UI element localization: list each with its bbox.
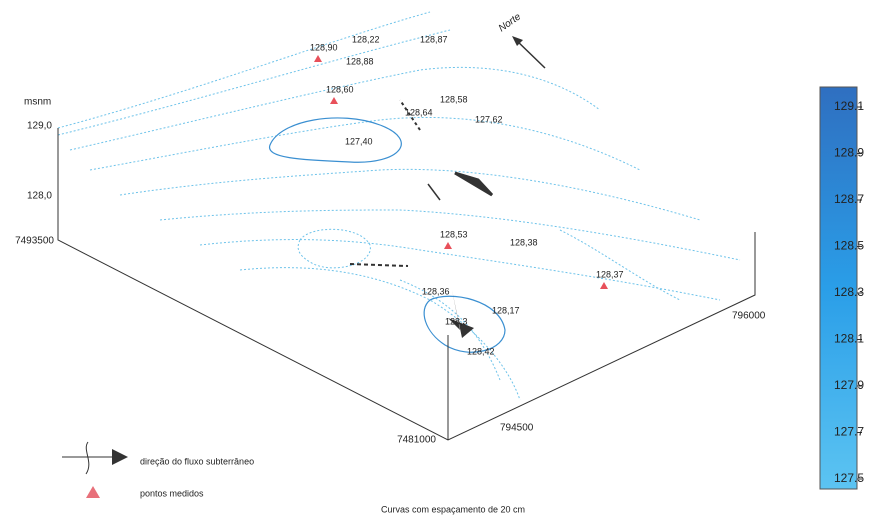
colorbar-tick-label: 128.3 — [834, 285, 864, 299]
z-unit: msnm — [24, 97, 51, 108]
x-tick-label: 796000 — [732, 311, 766, 322]
colorbar-tick-label: 128.5 — [834, 239, 864, 253]
colorbar-tick-label: 127.7 — [834, 425, 864, 439]
point-marker — [444, 242, 452, 249]
point-label: 128,64 — [405, 107, 433, 117]
point-marker — [330, 97, 338, 104]
figure: 128,90 128,22 128,87 128,88 128,60 128,58 128,… — [0, 0, 876, 518]
y-tick-label: 7493500 — [15, 236, 54, 247]
point-label: 128,88 — [346, 56, 374, 66]
colorbar-ticks: 129.1 128.9 128.7 128.5 128.3 128.1 127.9 127.7… — [834, 99, 864, 485]
x-tick-label: 794500 — [500, 423, 534, 434]
colorbar-tick-label: 128.1 — [834, 332, 864, 346]
y-tick-label: 7481000 — [397, 435, 436, 446]
points: 128,90 128,22 128,87 128,88 128,60 128,58 128,… — [310, 34, 624, 356]
point-label: 127,62 — [475, 114, 503, 124]
surface — [58, 12, 740, 400]
point-label: 128,36 — [422, 286, 450, 296]
point-label: 128,53 — [440, 229, 468, 239]
point-label: 128,37 — [596, 269, 624, 279]
caption: Curvas com espaçamento de 20 cm — [381, 504, 525, 514]
point-label: 128,38 — [510, 237, 538, 247]
colorbar-tick-label: 127.9 — [834, 378, 864, 392]
z-tick-label: 129,0 — [27, 121, 52, 132]
colorbar-tick-label: 127.5 — [834, 471, 864, 485]
point-marker — [600, 282, 608, 289]
legend: direção do fluxo subterrâneo pontos medi… — [62, 442, 254, 498]
point-label: 128,90 — [310, 42, 338, 52]
point-label: 127,40 — [345, 136, 373, 146]
point-marker — [314, 55, 322, 62]
point-label: 128,87 — [420, 34, 448, 44]
colorbar-tick-label: 128.9 — [834, 146, 864, 160]
legend-label: direção do fluxo subterrâneo — [140, 456, 254, 466]
point-label: 128,22 — [352, 34, 380, 44]
point-label: 128,3 — [445, 316, 468, 326]
north-label: Norte — [497, 11, 524, 34]
point-label: 128,42 — [467, 346, 495, 356]
z-tick-label: 128,0 — [27, 191, 52, 202]
point-label: 128,58 — [440, 94, 468, 104]
colorbar-tick-label: 128.7 — [834, 192, 864, 206]
colorbar-tick-label: 129.1 — [834, 99, 864, 113]
point-label: 128,60 — [326, 84, 354, 94]
legend-label: pontos medidos — [140, 488, 204, 498]
point-label: 128,17 — [492, 305, 520, 315]
